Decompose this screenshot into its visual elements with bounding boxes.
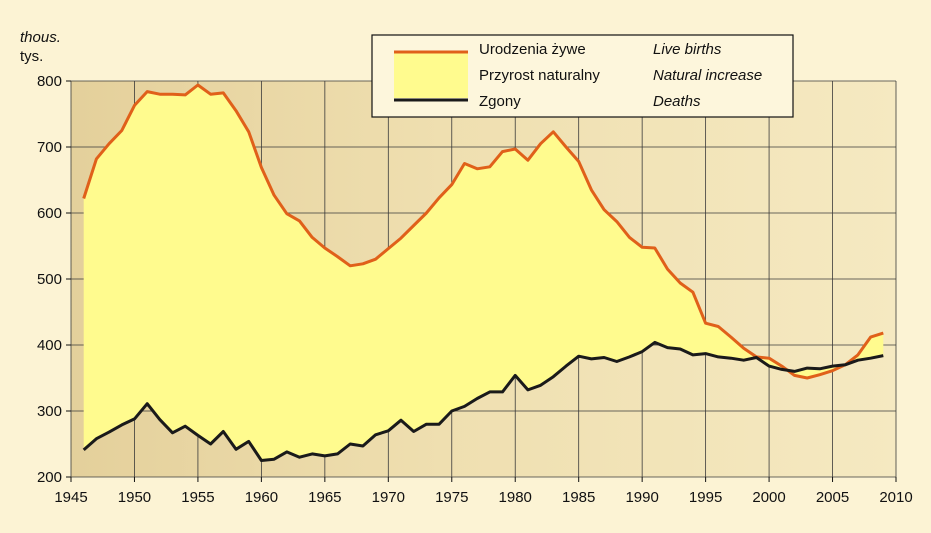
y-tick-label: 500 (37, 271, 62, 288)
legend-swatch-natural-increase (394, 52, 468, 98)
series-line-births (82, 83, 884, 380)
x-tick-label: 1995 (689, 489, 722, 506)
x-tick-label: 1990 (625, 489, 658, 506)
x-tick-label: 2000 (752, 489, 785, 506)
legend-label-deaths-pl: Zgony (479, 93, 521, 110)
y-tick-label: 800 (37, 73, 62, 90)
x-tick-label: 1975 (435, 489, 468, 506)
x-tick-label: 1960 (245, 489, 278, 506)
series-line-deaths (82, 340, 884, 462)
unit-label-en: thous. (20, 29, 61, 46)
x-tick-label: 1965 (308, 489, 341, 506)
x-tick-label: 1985 (562, 489, 595, 506)
x-tick-label: 1945 (54, 489, 87, 506)
y-axis-ticks: 200 300 400 500 600 700 800 (37, 73, 71, 486)
y-tick-label: 700 (37, 139, 62, 156)
y-tick-label: 200 (37, 469, 62, 486)
y-tick-label: 400 (37, 337, 62, 354)
x-tick-label: 1970 (372, 489, 405, 506)
natural-increase-area (83, 85, 884, 461)
legend: Urodzenia żywe Live births Przyrost natu… (371, 34, 794, 118)
legend-label-increase-en: Natural increase (653, 67, 762, 84)
x-tick-label: 2005 (816, 489, 849, 506)
legend-label-increase-pl: Przyrost naturalny (479, 67, 600, 84)
legend-label-births-pl: Urodzenia żywe (479, 41, 586, 58)
y-tick-label: 600 (37, 205, 62, 222)
x-tick-label: 2010 (879, 489, 912, 506)
legend-label-births-en: Live births (653, 41, 722, 58)
y-tick-label: 300 (37, 403, 62, 420)
x-tick-label: 1955 (181, 489, 214, 506)
x-tick-label: 1980 (499, 489, 532, 506)
legend-label-deaths-en: Deaths (653, 93, 701, 110)
unit-label-pl: tys. (20, 48, 43, 65)
x-axis-ticks: 1945 1950 1955 1960 1965 1970 1975 1980 1985 1990… (54, 477, 913, 506)
x-tick-label: 1950 (118, 489, 151, 506)
